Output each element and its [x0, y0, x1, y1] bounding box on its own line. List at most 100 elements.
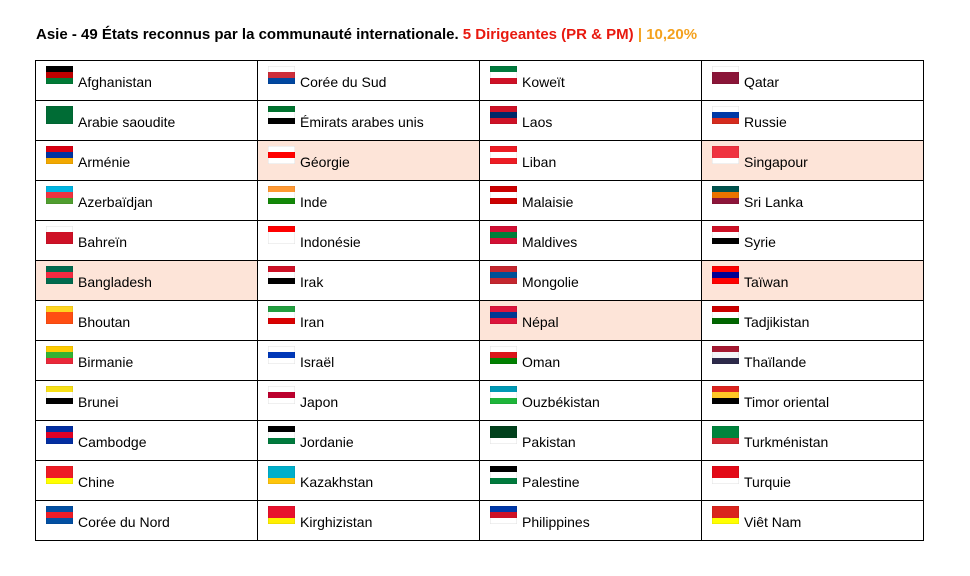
bahrain-flag-icon	[46, 225, 73, 244]
india-flag-icon	[268, 185, 295, 204]
country-cell: Sri Lanka	[701, 180, 924, 221]
country-name: Kirghizistan	[300, 513, 373, 530]
country-name: Géorgie	[300, 153, 350, 170]
indonesia-flag-icon	[268, 225, 295, 244]
country-cell: Viêt Nam	[701, 500, 924, 541]
country-name: Koweït	[522, 73, 565, 90]
china-flag-icon	[46, 465, 73, 484]
country-name: Cambodge	[78, 433, 147, 450]
country-name: Bangladesh	[78, 273, 152, 290]
country-cell: Liban	[479, 140, 702, 181]
country-cell: Brunei	[35, 380, 258, 421]
country-cell: Qatar	[701, 60, 924, 101]
title-percentage: | 10,20%	[637, 26, 698, 43]
country-name: Laos	[522, 113, 553, 130]
country-cell: Israël	[257, 340, 480, 381]
country-name: Japon	[300, 393, 339, 410]
country-cell: Iran	[257, 300, 480, 341]
country-name: Jordanie	[300, 433, 354, 450]
country-entry: Kirghizistan	[258, 505, 479, 530]
table-row: Arménie Géorgie Liban Singapour	[35, 140, 924, 181]
palestine-flag-icon	[490, 465, 517, 484]
country-name: Corée du Sud	[300, 73, 387, 90]
country-name: Philippines	[522, 513, 590, 530]
myanmar-flag-icon	[46, 345, 73, 364]
turkey-flag-icon	[712, 465, 739, 484]
country-cell: Inde	[257, 180, 480, 221]
country-entry: Brunei	[36, 385, 257, 410]
country-entry: Turkménistan	[702, 425, 923, 450]
north-korea-flag-icon	[46, 505, 73, 524]
country-cell: Afghanistan	[35, 60, 258, 101]
country-entry: Qatar	[702, 65, 923, 90]
jordan-flag-icon	[268, 425, 295, 444]
philippines-flag-icon	[490, 505, 517, 524]
table-row: Brunei Japon Ouzbékistan Timor oriental	[35, 380, 924, 421]
country-name: Iran	[300, 313, 325, 330]
malaysia-flag-icon	[490, 185, 517, 204]
syria-flag-icon	[712, 225, 739, 244]
country-name: Singapour	[744, 153, 808, 170]
cambodia-flag-icon	[46, 425, 73, 444]
mongolia-flag-icon	[490, 265, 517, 284]
country-name: Liban	[522, 153, 557, 170]
countries-table: Afghanistan Corée du Sud Koweït Qatar Arabie…	[35, 60, 924, 541]
country-entry: Syrie	[702, 225, 923, 250]
country-name: Timor oriental	[744, 393, 830, 410]
iran-flag-icon	[268, 305, 295, 324]
country-cell: Turkménistan	[701, 420, 924, 461]
country-name: Indonésie	[300, 233, 361, 250]
country-cell: Timor oriental	[701, 380, 924, 421]
table-row: Corée du Nord Kirghizistan Philippines Viêt…	[35, 500, 924, 541]
country-entry: Singapour	[702, 145, 923, 170]
japan-flag-icon	[268, 385, 295, 404]
table-row: Arabie saoudite Émirats arabes unis Laos Ru…	[35, 100, 924, 141]
country-cell: Mongolie	[479, 260, 702, 301]
country-entry: Azerbaïdjan	[36, 185, 257, 210]
country-cell: Arabie saoudite	[35, 100, 258, 141]
country-name: Afghanistan	[78, 73, 152, 90]
thailand-flag-icon	[712, 345, 739, 364]
country-cell: Singapour	[701, 140, 924, 181]
table-row: Bahreïn Indonésie Maldives Syrie	[35, 220, 924, 261]
country-entry: Malaisie	[480, 185, 701, 210]
country-name: Brunei	[78, 393, 119, 410]
armenia-flag-icon	[46, 145, 73, 164]
country-name: Turkménistan	[744, 433, 829, 450]
country-cell: Corée du Nord	[35, 500, 258, 541]
east-timor-flag-icon	[712, 385, 739, 404]
country-name: Russie	[744, 113, 787, 130]
country-entry: Turquie	[702, 465, 923, 490]
country-cell: Turquie	[701, 460, 924, 501]
pakistan-flag-icon	[490, 425, 517, 444]
south-korea-flag-icon	[268, 65, 295, 84]
table-row: Afghanistan Corée du Sud Koweït Qatar	[35, 60, 924, 101]
country-name: Bahreïn	[78, 233, 128, 250]
title-leaders-count: 5 Dirigeantes (PR & PM)	[462, 26, 634, 43]
country-name: Birmanie	[78, 353, 134, 370]
country-cell: Cambodge	[35, 420, 258, 461]
country-name: Irak	[300, 273, 324, 290]
country-name: Mongolie	[522, 273, 579, 290]
country-entry: Ouzbékistan	[480, 385, 701, 410]
country-entry: Birmanie	[36, 345, 257, 370]
country-cell: Russie	[701, 100, 924, 141]
country-cell: Birmanie	[35, 340, 258, 381]
country-entry: Palestine	[480, 465, 701, 490]
iraq-flag-icon	[268, 265, 295, 284]
country-name: Turquie	[744, 473, 791, 490]
country-name: Ouzbékistan	[522, 393, 600, 410]
russia-flag-icon	[712, 105, 739, 124]
country-entry: Afghanistan	[36, 65, 257, 90]
page-title: Asie - 49 États reconnus par la communau…	[36, 26, 697, 43]
country-cell: Malaisie	[479, 180, 702, 221]
country-cell: Jordanie	[257, 420, 480, 461]
country-name: Chine	[78, 473, 115, 490]
table-row: Bhoutan Iran Népal Tadjikistan	[35, 300, 924, 341]
country-name: Viêt Nam	[744, 513, 802, 530]
country-name: Oman	[522, 353, 561, 370]
country-name: Maldives	[522, 233, 578, 250]
country-entry: Taïwan	[702, 265, 923, 290]
country-name: Corée du Nord	[78, 513, 170, 530]
vietnam-flag-icon	[712, 505, 739, 524]
